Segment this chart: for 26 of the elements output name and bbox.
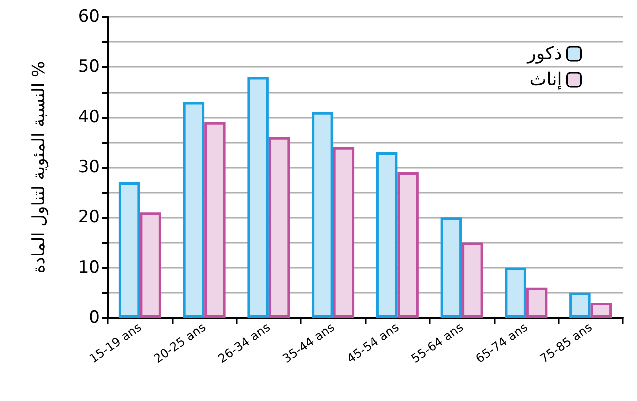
bar (204, 122, 226, 318)
bar (140, 212, 162, 318)
legend-label: ذكور (526, 44, 562, 64)
bar (248, 77, 269, 318)
y-axis-title: النسبة المئوية لتناول المادة % (30, 61, 50, 274)
bar (312, 112, 334, 318)
y-tick-label: 0 (89, 308, 100, 328)
legend-label: إناث (530, 70, 562, 90)
y-tick-label: 20 (78, 208, 100, 228)
y-tick-label: 50 (78, 57, 100, 78)
bar (333, 147, 355, 318)
bar (118, 182, 140, 318)
bar (398, 172, 419, 318)
bar (440, 218, 462, 318)
bar (376, 152, 398, 318)
bar (268, 137, 290, 318)
bar (570, 292, 591, 318)
bar (590, 302, 612, 318)
y-tick-label: 30 (78, 158, 100, 178)
y-tick-label: 10 (78, 258, 100, 278)
y-tick-label: 60 (78, 7, 100, 27)
bar (462, 242, 484, 318)
bar (505, 268, 526, 318)
y-tick-label: 40 (78, 107, 100, 128)
bar (526, 288, 548, 318)
bar (183, 102, 205, 318)
